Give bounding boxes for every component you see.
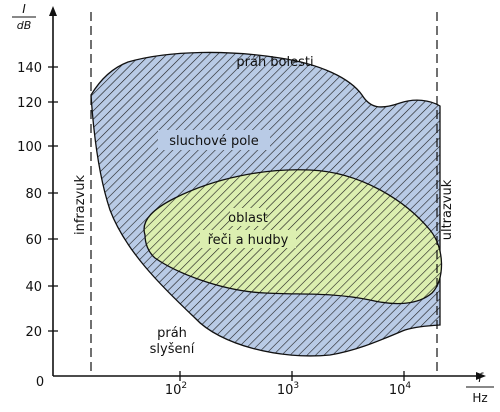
speech-label-bg (230, 208, 266, 226)
y-tick-label: 60 (25, 233, 42, 248)
x-axis-arrow (476, 372, 486, 380)
axes (48, 6, 486, 381)
y-tick-label: 140 (17, 61, 42, 76)
speech-label-line1: oblast (228, 211, 268, 226)
x-label-denominator: Hz (472, 391, 487, 405)
auditory-field-label-bg (158, 130, 270, 150)
infrasound-label: infrazvuk (73, 175, 88, 235)
y-tick-label: 120 (17, 96, 42, 111)
hearing-threshold-label-line2: slyšení (150, 342, 195, 357)
y-tick-label: 80 (25, 187, 42, 202)
pain-threshold-label: práh bolesti (236, 55, 313, 70)
x-tick-label: 102 (165, 381, 187, 398)
origin-label: 0 (36, 375, 44, 390)
y-tick-label: 100 (17, 140, 42, 155)
y-tick-labels: 20 40 60 80 100 120 140 (17, 61, 42, 340)
y-label-denominator: dB (17, 19, 32, 32)
y-axis-label: I dB (12, 2, 36, 32)
speech-label-line2: řeči a hudby (208, 233, 289, 248)
x-tick-labels: 102 103 104 (165, 381, 412, 398)
ultrasound-label: ultrazvuk (440, 179, 455, 240)
y-tick-label: 40 (25, 280, 42, 295)
x-axis-label: f Hz (466, 371, 494, 405)
auditory-field-label: sluchové pole (169, 134, 259, 149)
y-label-numerator: I (22, 2, 26, 16)
x-label-numerator: f (478, 371, 484, 385)
x-tick-label: 104 (389, 381, 412, 398)
hearing-threshold-label-line1: práh (157, 326, 187, 341)
y-axis-arrow (49, 6, 57, 16)
y-tick-label: 20 (25, 325, 42, 340)
speech-label-bg (200, 230, 296, 248)
x-tick-label: 103 (277, 381, 299, 398)
